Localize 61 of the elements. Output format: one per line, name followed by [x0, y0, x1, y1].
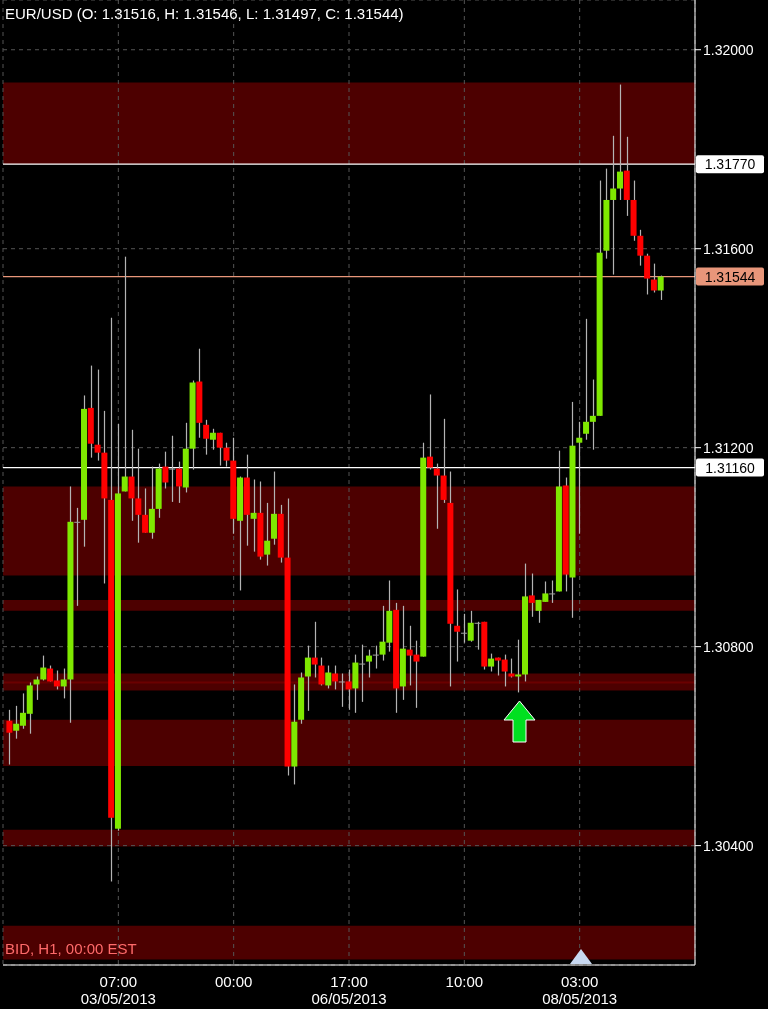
candlestick: [74, 507, 81, 607]
candlestick: [176, 461, 182, 504]
candlestick: [467, 610, 474, 643]
candlestick: [162, 451, 169, 490]
candlestick: [637, 229, 644, 267]
candlestick: [610, 135, 617, 276]
chart-title: EUR/USD (O: 1.31516, H: 1.31546, L: 1.31497, C: 1.31544): [5, 5, 404, 22]
ref-line-label: 1.31770: [704, 156, 756, 173]
candlestick: [583, 318, 590, 441]
candlestick: [549, 579, 556, 604]
candlestick: [576, 421, 583, 535]
candlestick: [657, 274, 664, 301]
candlestick: [460, 613, 467, 644]
x-tick-label: 00:00: [214, 973, 253, 990]
candlestick: [121, 256, 128, 493]
candlestick: [264, 502, 271, 567]
candlestick: [209, 428, 216, 451]
candlestick: [94, 368, 101, 462]
candlestick: [474, 621, 481, 651]
x-tick-label: 17:00 06/05/2013: [311, 973, 387, 1007]
x-tick-label: 03:00 08/05/2013: [542, 973, 618, 1007]
y-tick-label: 1.31600: [703, 240, 754, 257]
candlestick: [427, 393, 434, 471]
y-tick-label: 1.30400: [703, 837, 754, 854]
candlestick: [135, 448, 142, 544]
ref-line-label: 1.31544: [704, 268, 756, 285]
candlestick: [40, 655, 47, 682]
candlestick: [142, 487, 149, 534]
candlestick: [250, 478, 257, 553]
candlestick: [528, 572, 535, 618]
candlestick: [650, 263, 657, 294]
y-tick-label: 1.32000: [703, 41, 754, 58]
candlestick: [33, 675, 40, 701]
x-tick-label: 07:00 03/05/2013: [80, 973, 156, 1007]
candlestick: [128, 429, 135, 522]
candlestick: [372, 645, 379, 670]
candlestick: [6, 709, 13, 766]
candlestick: [616, 83, 623, 201]
candlestick: [365, 649, 372, 679]
candlestick: [644, 253, 651, 296]
candlestick: [216, 432, 223, 467]
candlestick: [359, 644, 366, 703]
y-tick-label: 1.31200: [703, 439, 754, 456]
candlestick: [203, 419, 210, 456]
candlestick: [304, 645, 311, 712]
candlestick: [433, 463, 440, 530]
candlestick: [338, 672, 345, 708]
annotation: BID, H1, 00:00 EST: [5, 940, 137, 957]
candlestick: [345, 668, 352, 711]
candlestick: [325, 664, 332, 690]
candlestick: [318, 656, 325, 687]
candlestick: [60, 667, 67, 699]
candlestick: [589, 378, 596, 451]
candlestick: [454, 588, 461, 663]
candlestick: [311, 621, 318, 679]
ref-line-label: 1.31160: [705, 459, 755, 476]
x-tick-label: 10:00: [445, 973, 484, 990]
candlestick: [169, 435, 176, 503]
y-tick-label: 1.30800: [703, 638, 754, 655]
candlestick: [223, 442, 230, 468]
candlestick: [148, 465, 155, 540]
